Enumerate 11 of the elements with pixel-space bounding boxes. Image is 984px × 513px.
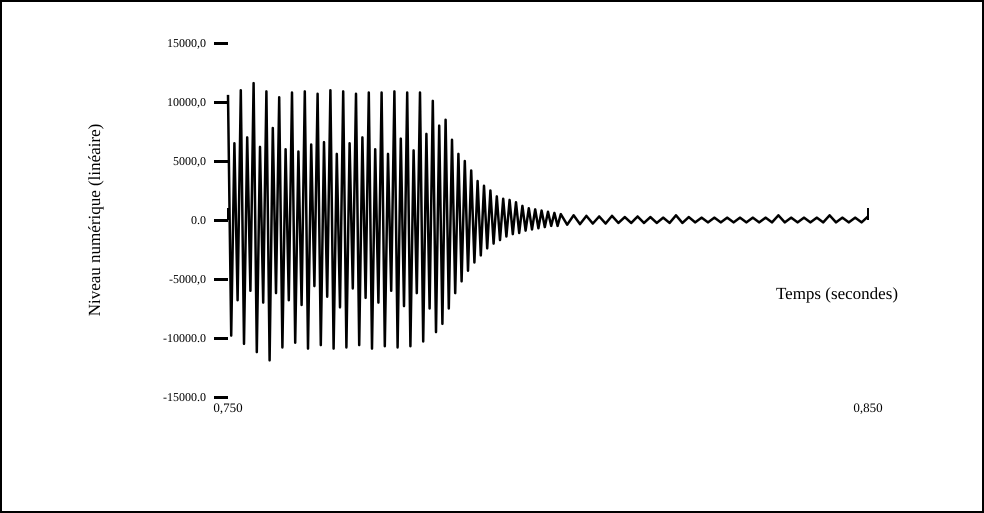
y-tick-label: -15000.0 [163, 390, 206, 404]
y-axis-title: Niveau numérique (linéaire) [85, 124, 104, 316]
y-tick-label: 0.0 [191, 213, 206, 227]
y-tick-label: 15000,0 [167, 36, 206, 50]
y-tick-label: -10000.0 [163, 331, 206, 345]
x-tick-label: 0,750 [213, 400, 243, 415]
y-tick-label: 5000,0 [173, 154, 206, 168]
y-tick-label: 10000,0 [167, 95, 206, 109]
x-tick-label: 0,850 [853, 400, 883, 415]
y-tick-label: -5000,0 [169, 272, 206, 286]
x-axis-title: Temps (secondes) [776, 284, 898, 303]
